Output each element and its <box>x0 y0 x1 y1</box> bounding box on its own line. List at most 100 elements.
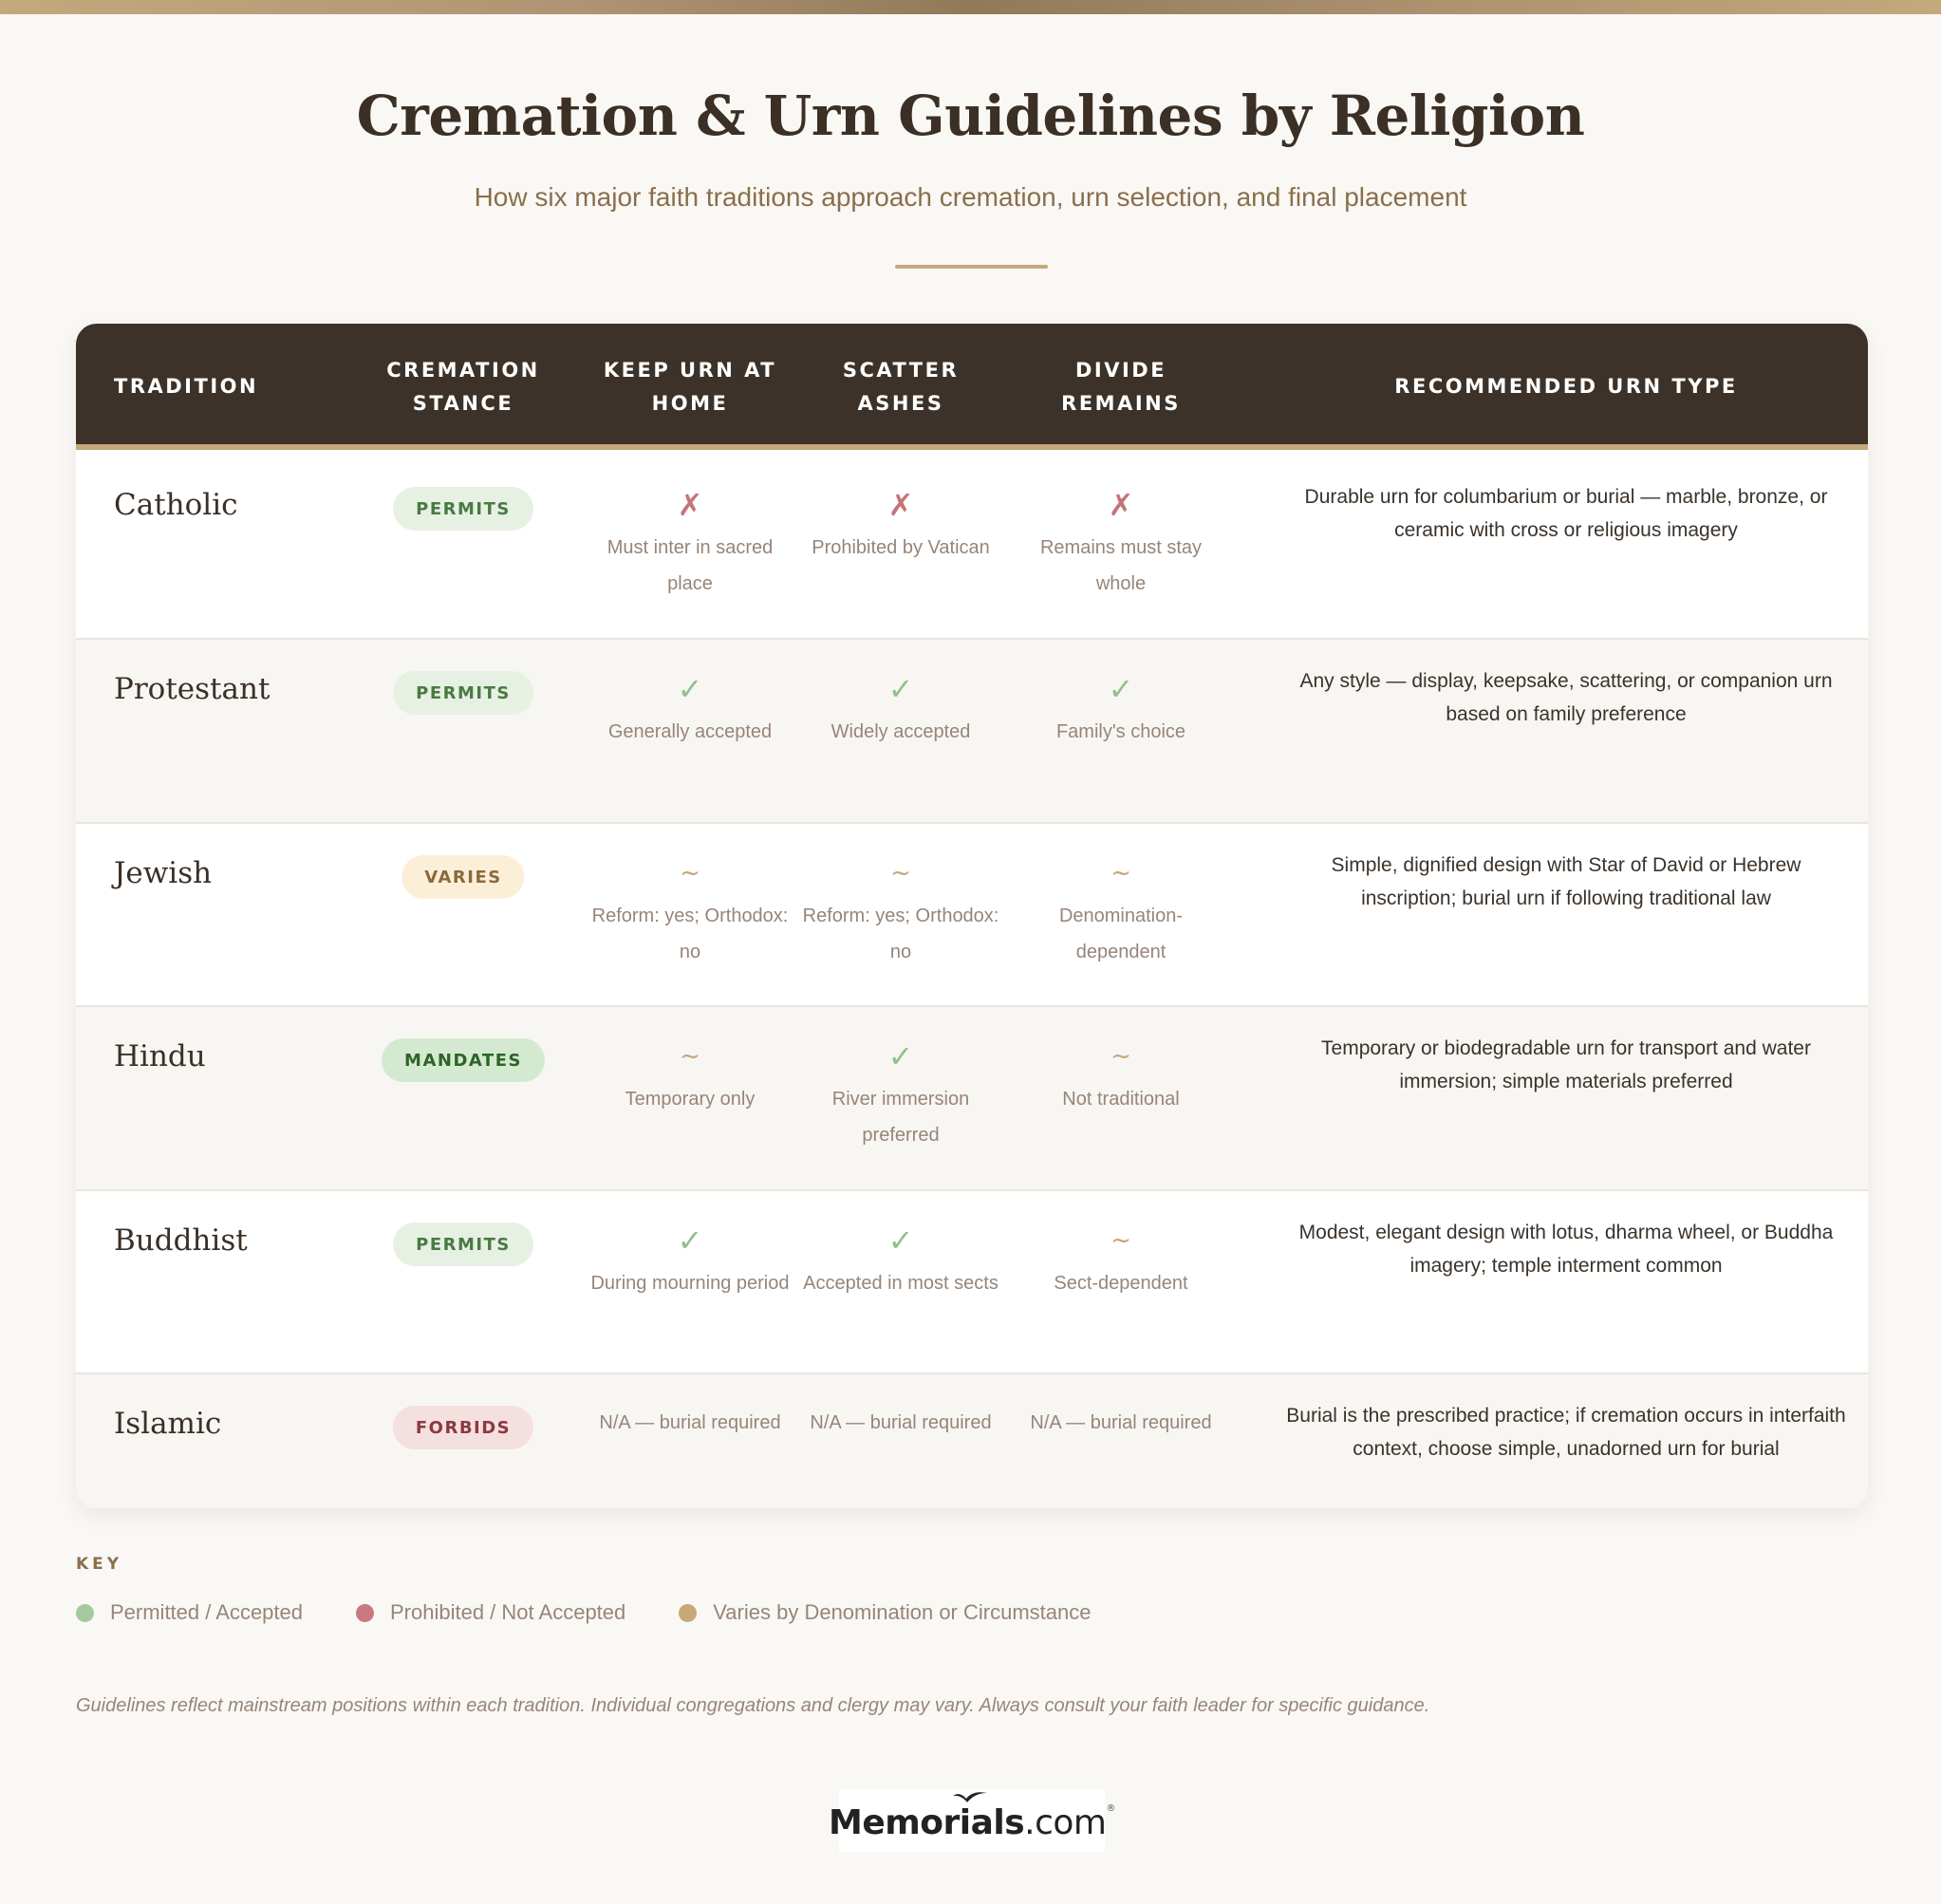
red-dot-icon <box>356 1603 374 1622</box>
scatter-note: Prohibited by Vatican <box>812 537 990 558</box>
divide-note: Family's choice <box>1055 721 1186 742</box>
tilde-icon: ~ <box>680 859 700 887</box>
scatter-note: Reform: yes; Orthodox: no <box>802 905 999 962</box>
divide-cell: ✗ Remains must stay whole <box>1021 486 1221 602</box>
check-icon: ✓ <box>677 1223 703 1259</box>
tradition-name: Jewish <box>114 856 213 890</box>
scatter-note: N/A — burial required <box>810 1412 992 1433</box>
guidelines-table: TRADITION CREMATION STANCE KEEP URN AT H… <box>76 324 1868 1508</box>
check-icon: ✓ <box>887 671 914 707</box>
urn-type: Temporary or biodegradable urn for trans… <box>1321 1037 1811 1092</box>
green-dot-icon <box>76 1603 94 1622</box>
title-divider <box>895 265 1048 269</box>
column-header-tradition: TRADITION <box>114 375 259 398</box>
check-icon: ✓ <box>677 671 703 707</box>
divide-cell: ~ Sect-dependent <box>1021 1222 1221 1301</box>
table-row-protestant: Protestant PERMITS ✓ Generally accepted … <box>76 640 1868 824</box>
key-item-varies: Varies by Denomination or Circumstance <box>679 1600 1091 1625</box>
divide-note: Remains must stay whole <box>1039 537 1203 594</box>
keep-urn-cell: ✓ During mourning period <box>590 1222 790 1301</box>
tilde-icon: ~ <box>1110 859 1131 887</box>
tradition-name: Protestant <box>114 672 271 706</box>
keep-urn-cell: ~ Reform: yes; Orthodox: no <box>590 854 790 970</box>
key-legend: Permitted / Accepted Prohibited / Not Ac… <box>76 1600 1144 1625</box>
check-icon: ✓ <box>887 1223 914 1259</box>
column-header-cremation-stance: CREMATION STANCE <box>386 358 540 415</box>
tradition-name: Buddhist <box>114 1223 248 1258</box>
tradition-name: Islamic <box>114 1407 222 1441</box>
stance-badge: VARIES <box>401 855 525 899</box>
scatter-cell: ✓ Accepted in most sects <box>801 1222 1000 1301</box>
disclaimer: Guidelines reflect mainstream positions … <box>76 1695 1430 1716</box>
tilde-icon: ~ <box>680 1042 700 1071</box>
stance-badge: PERMITS <box>393 487 533 531</box>
keep-urn-note: Reform: yes; Orthodox: no <box>591 905 789 962</box>
column-header-recommended-urn-type: RECOMMENDED URN TYPE <box>1394 375 1738 398</box>
check-icon: ✓ <box>1108 671 1134 707</box>
urn-type: Modest, elegant design with lotus, dharm… <box>1298 1222 1834 1277</box>
keep-urn-note: Temporary only <box>625 1089 756 1110</box>
key-label: Prohibited / Not Accepted <box>390 1600 626 1624</box>
table-row-catholic: Catholic PERMITS ✗ Must inter in sacred … <box>76 456 1868 640</box>
key-label: Varies by Denomination or Circumstance <box>713 1600 1092 1624</box>
keep-urn-note: During mourning period <box>590 1273 790 1294</box>
keep-urn-cell: ~ Temporary only <box>590 1037 790 1117</box>
stance-badge: FORBIDS <box>392 1406 534 1449</box>
key-item-permitted: Permitted / Accepted <box>76 1600 303 1625</box>
scatter-cell: ✓ Widely accepted <box>801 670 1000 750</box>
stance-badge: PERMITS <box>393 1223 533 1266</box>
urn-type: Burial is the prescribed practice; if cr… <box>1286 1405 1846 1460</box>
divide-cell: ~ Denomination-dependent <box>1021 854 1221 970</box>
memorials-logo[interactable]: Memorials.com® <box>829 1789 1115 1852</box>
cross-icon: ✗ <box>887 487 914 523</box>
scatter-cell: ✗ Prohibited by Vatican <box>801 486 1000 566</box>
table-header: TRADITION CREMATION STANCE KEEP URN AT H… <box>76 324 1868 450</box>
cross-icon: ✗ <box>677 487 703 523</box>
key-label: Permitted / Accepted <box>110 1600 303 1624</box>
table-row-hindu: Hindu MANDATES ~ Temporary only ✓ River … <box>76 1007 1868 1191</box>
tilde-icon: ~ <box>890 859 911 887</box>
urn-type: Any style — display, keepsake, scatterin… <box>1299 670 1833 725</box>
keep-urn-note: N/A — burial required <box>599 1412 781 1433</box>
registered-mark: ® <box>1106 1803 1116 1814</box>
keep-urn-cell: ✓ Generally accepted <box>590 670 790 750</box>
bird-icon <box>953 1792 988 1802</box>
tan-dot-icon <box>679 1603 698 1622</box>
keep-urn-cell: ✗ Must inter in sacred place <box>590 486 790 602</box>
logo-brand: Memorials <box>829 1803 1025 1842</box>
stance-badge: MANDATES <box>382 1038 545 1082</box>
page-subtitle: How six major faith traditions approach … <box>474 182 1467 212</box>
column-header-keep-urn-at-home: KEEP URN AT HOME <box>603 358 777 415</box>
scatter-cell: ~ Reform: yes; Orthodox: no <box>801 854 1000 970</box>
divide-cell: ✓ Family's choice <box>1021 670 1221 750</box>
keep-urn-note: Must inter in sacred place <box>607 537 774 594</box>
tilde-icon: ~ <box>1110 1042 1131 1071</box>
column-header-scatter-ashes: SCATTER ASHES <box>842 358 960 415</box>
tradition-name: Hindu <box>114 1039 206 1073</box>
tradition-name: Catholic <box>114 488 238 522</box>
divide-cell: N/A — burial required <box>1021 1405 1221 1441</box>
scatter-note: River immersion preferred <box>831 1089 970 1146</box>
table-row-islamic: Islamic FORBIDS N/A — burial required N/… <box>76 1374 1868 1508</box>
urn-type: Durable urn for columbarium or burial — … <box>1304 486 1828 541</box>
keep-urn-cell: N/A — burial required <box>590 1405 790 1441</box>
divide-note: N/A — burial required <box>1030 1412 1212 1433</box>
scatter-cell: N/A — burial required <box>801 1405 1000 1441</box>
key-title: KEY <box>76 1555 123 1574</box>
divide-note: Denomination-dependent <box>1058 905 1184 962</box>
table-row-buddhist: Buddhist PERMITS ✓ During mourning perio… <box>76 1191 1868 1374</box>
divide-cell: ~ Not traditional <box>1021 1037 1221 1117</box>
urn-type: Simple, dignified design with Star of Da… <box>1331 854 1801 909</box>
check-icon: ✓ <box>887 1038 914 1074</box>
keep-urn-note: Generally accepted <box>607 721 773 742</box>
scatter-note: Widely accepted <box>831 721 971 742</box>
table-row-jewish: Jewish VARIES ~ Reform: yes; Orthodox: n… <box>76 824 1868 1007</box>
column-header-divide-remains: DIVIDE REMAINS <box>1061 358 1181 415</box>
tilde-icon: ~ <box>1110 1226 1131 1255</box>
divide-note: Sect-dependent <box>1054 1273 1188 1294</box>
stance-badge: PERMITS <box>393 671 533 715</box>
logo-tld: .com <box>1024 1803 1107 1842</box>
scatter-note: Accepted in most sects <box>803 1273 998 1294</box>
divide-note: Not traditional <box>1062 1089 1180 1110</box>
page-title: Cremation & Urn Guidelines by Religion <box>356 84 1585 148</box>
